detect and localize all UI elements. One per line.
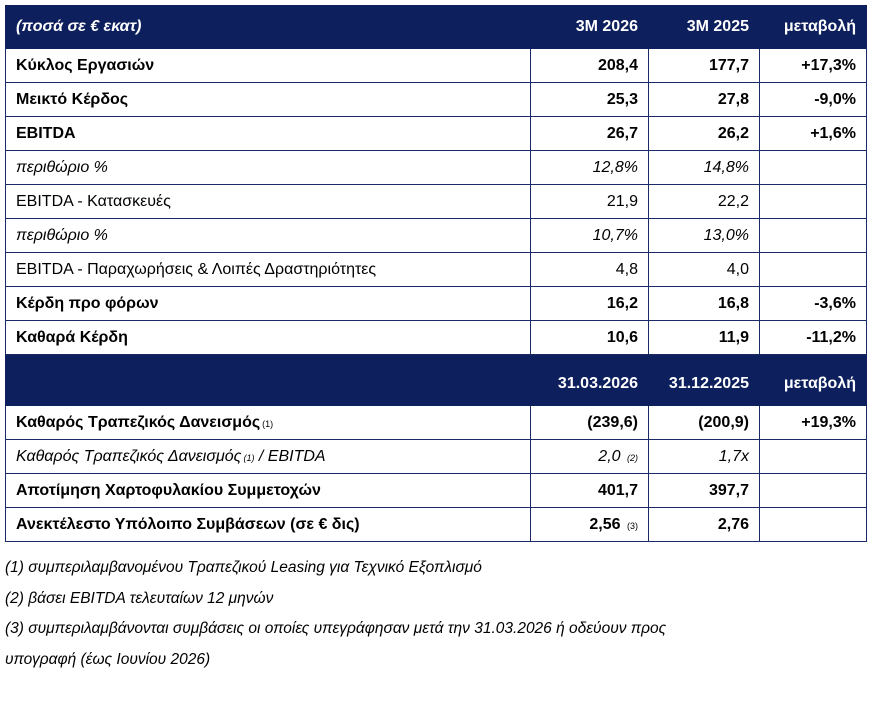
row-value-2025: 177,7 [648,48,760,83]
row-label-text: Καθαρός Τραπεζικός Δανεισμός [16,413,261,431]
footnote-marker: (1) [243,452,255,463]
row-value-2025: 14,8% [648,150,760,185]
row-change: +1,6% [759,116,867,151]
row-value-2025: 4,0 [648,252,760,287]
row-value-2026: 25,3 [530,82,649,117]
footnotes: (1) συμπεριλαμβανομένου Τραπεζικού Leasi… [5,553,865,675]
footnote-3-continued: υπογραφή (έως Ιουνίου 2026) [5,650,211,668]
row-value-2025: 27,8 [648,82,760,117]
row-change [759,150,867,185]
row-value-2026: 12,8% [530,150,649,185]
row-change: -3,6% [759,286,867,321]
header-period-2026: 3M 2026 [530,5,649,49]
table-row: Μεικτό Κέρδος 25,3 27,8 -9,0% [5,82,867,117]
row-value-2025: 397,7 [648,473,760,508]
row-change [759,218,867,253]
row-value-2025: 16,8 [648,286,760,321]
footnote-marker: (1) [262,418,274,429]
row-label: Ανεκτέλεστο Υπόλοιπο Συμβάσεων (σε € δις… [5,507,531,542]
row-value-text: 2,56 [589,515,621,533]
row-label: EBITDA - Κατασκευές [5,184,531,219]
footnote-marker: (2) [627,452,638,463]
row-value-2026: 10,7% [530,218,649,253]
table-row: περιθώριο % 12,8% 14,8% [5,150,867,185]
row-change [759,184,867,219]
row-value-2026: 208,4 [530,48,649,83]
row-label: Κέρδη προ φόρων [5,286,531,321]
header-change: μεταβολή [759,5,867,49]
financial-results-table: (ποσά σε € εκατ) 3M 2026 3M 2025 μεταβολ… [5,5,867,542]
row-label: EBITDA [5,116,531,151]
footnote-1: (1) συμπεριλαμβανομένου Τραπεζικού Leasi… [5,559,482,576]
row-label: περιθώριο % [5,150,531,185]
row-value-2026: 16,2 [530,286,649,321]
row-label: Κύκλος Εργασιών [5,48,531,83]
header2-label [5,354,531,406]
row-value-text: 2,0 [598,447,621,465]
header2-change: μεταβολή [759,354,867,406]
row-change: -11,2% [759,320,867,355]
row-value-2026: 2,0 (2) [530,439,649,474]
row-value-2026: 4,8 [530,252,649,287]
row-value-2026: (239,6) [530,405,649,440]
row-value-2025: 11,9 [648,320,760,355]
row-label: Καθαρός Τραπεζικός Δανεισμός (1) / EBITDA [5,439,531,474]
row-label: Καθαρά Κέρδη [5,320,531,355]
row-label-suffix: / EBITDA [258,447,326,465]
footnote-marker: (3) [627,520,638,531]
footnote-3: (3) συμπεριλαμβάνονται συμβάσεις οι οποί… [5,620,667,637]
row-label: περιθώριο % [5,218,531,253]
table-header-row-balance: 31.03.2026 31.12.2025 μεταβολή [5,354,867,406]
table-row: Ανεκτέλεστο Υπόλοιπο Συμβάσεων (σε € δις… [5,507,867,542]
row-change: +19,3% [759,405,867,440]
table-row: Καθαρός Τραπεζικός Δανεισμός (1) (239,6) … [5,405,867,440]
row-label: Μεικτό Κέρδος [5,82,531,117]
row-label-text: Καθαρός Τραπεζικός Δανεισμός [16,447,242,465]
row-change [759,252,867,287]
row-value-2026: 21,9 [530,184,649,219]
row-label: EBITDA - Παραχωρήσεις & Λοιπές Δραστηριό… [5,252,531,287]
row-value-2026: 26,7 [530,116,649,151]
row-label: Αποτίμηση Χαρτοφυλακίου Συμμετοχών [5,473,531,508]
table-row: Κύκλος Εργασιών 208,4 177,7 +17,3% [5,48,867,83]
header-period-2025: 3M 2025 [648,5,760,49]
table-header-row: (ποσά σε € εκατ) 3M 2026 3M 2025 μεταβολ… [5,5,867,49]
table-row: Καθαρά Κέρδη 10,6 11,9 -11,2% [5,320,867,355]
table-row: Καθαρός Τραπεζικός Δανεισμός (1) / EBITDA… [5,439,867,474]
footnote-2: (2) βάσει EBITDA τελευταίων 12 μηνών [5,589,274,607]
row-value-2025: (200,9) [648,405,760,440]
table-row: EBITDA - Κατασκευές 21,9 22,2 [5,184,867,219]
header-date-2025: 31.12.2025 [648,354,760,406]
table-row: EBITDA - Παραχωρήσεις & Λοιπές Δραστηριό… [5,252,867,287]
row-change [759,439,867,474]
row-change: -9,0% [759,82,867,117]
row-label: Καθαρός Τραπεζικός Δανεισμός (1) [5,405,531,440]
row-value-2025: 1,7x [648,439,760,474]
header-units-label: (ποσά σε € εκατ) [5,5,531,49]
table-row: EBITDA 26,7 26,2 +1,6% [5,116,867,151]
row-value-2025: 2,76 [648,507,760,542]
table-row: Αποτίμηση Χαρτοφυλακίου Συμμετοχών 401,7… [5,473,867,508]
table-row: περιθώριο % 10,7% 13,0% [5,218,867,253]
row-value-2026: 10,6 [530,320,649,355]
table-row: Κέρδη προ φόρων 16,2 16,8 -3,6% [5,286,867,321]
row-value-2025: 26,2 [648,116,760,151]
row-change: +17,3% [759,48,867,83]
row-change [759,507,867,542]
row-value-2025: 13,0% [648,218,760,253]
header-date-2026: 31.03.2026 [530,354,649,406]
row-value-2025: 22,2 [648,184,760,219]
row-value-2026: 2,56 (3) [530,507,649,542]
row-change [759,473,867,508]
row-value-2026: 401,7 [530,473,649,508]
